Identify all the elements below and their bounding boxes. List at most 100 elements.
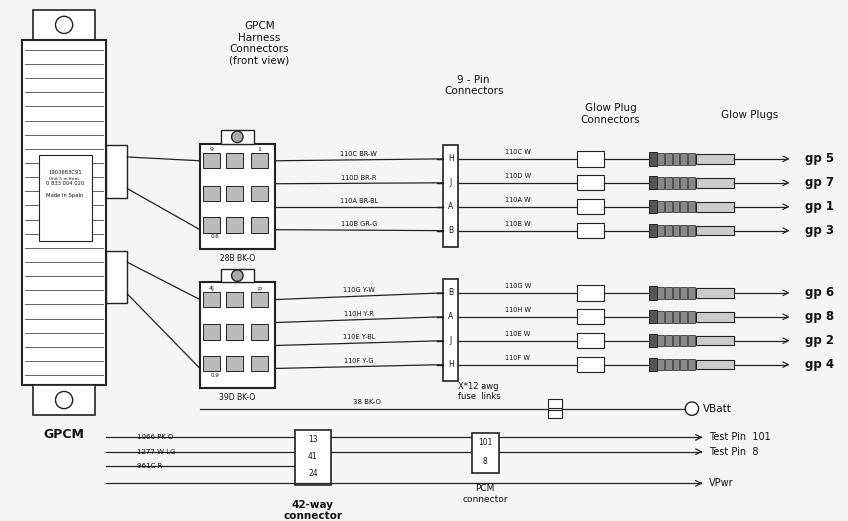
Bar	[695, 336, 734, 345]
Bar	[226, 185, 243, 201]
Bar	[33, 384, 95, 415]
Bar	[221, 269, 254, 282]
Bar	[251, 185, 268, 201]
Bar	[680, 287, 687, 299]
Bar	[672, 335, 679, 346]
Text: 4j: 4j	[209, 286, 215, 291]
Bar	[226, 356, 243, 371]
Bar	[106, 145, 127, 198]
Bar	[672, 201, 679, 213]
Text: B: B	[449, 288, 454, 297]
Bar	[688, 335, 695, 346]
Text: gp 8: gp 8	[805, 311, 834, 324]
Bar	[672, 153, 679, 165]
Bar	[649, 286, 657, 300]
Text: Test Pin  8: Test Pin 8	[709, 446, 759, 457]
Bar	[203, 292, 220, 307]
Text: 42-way
connector: 42-way connector	[283, 500, 343, 521]
Text: GPCM
Harness
Connectors
(front view): GPCM Harness Connectors (front view)	[229, 21, 289, 66]
Text: 38 BK-O: 38 BK-O	[353, 399, 381, 405]
Text: X*12 awg
fuse  links: X*12 awg fuse links	[459, 382, 501, 401]
Bar	[657, 225, 664, 237]
Text: 41: 41	[308, 452, 318, 461]
Text: H: H	[448, 154, 454, 164]
Bar	[200, 282, 275, 388]
Bar	[695, 202, 734, 212]
Bar	[577, 285, 604, 301]
Bar	[695, 312, 734, 321]
Bar	[688, 225, 695, 237]
Bar	[251, 356, 268, 371]
Text: 110A BR-BL: 110A BR-BL	[340, 198, 378, 204]
Bar	[688, 153, 695, 165]
Text: 110A W: 110A W	[505, 197, 531, 203]
Bar	[680, 177, 687, 189]
Circle shape	[55, 16, 73, 33]
Bar	[680, 153, 687, 165]
Bar	[665, 287, 672, 299]
Bar	[665, 201, 672, 213]
Bar	[39, 155, 92, 241]
Bar	[665, 311, 672, 322]
Bar	[649, 334, 657, 348]
Bar	[221, 130, 254, 144]
Bar	[657, 335, 664, 346]
Text: 101: 101	[478, 438, 493, 446]
Bar	[695, 154, 734, 164]
Text: A: A	[448, 312, 454, 321]
Text: 110D W: 110D W	[505, 173, 531, 179]
Text: 110E Y-BL: 110E Y-BL	[343, 334, 375, 340]
Bar	[657, 311, 664, 322]
Bar	[203, 356, 220, 371]
Text: 24: 24	[308, 469, 318, 478]
Bar	[649, 310, 657, 324]
Bar	[251, 292, 268, 307]
Text: 0.6: 0.6	[211, 234, 220, 239]
Bar	[251, 217, 268, 232]
Text: A: A	[448, 202, 454, 211]
Bar	[672, 225, 679, 237]
Bar	[649, 152, 657, 166]
Bar	[672, 177, 679, 189]
Text: 9 - Pin
Connectors: 9 - Pin Connectors	[444, 75, 504, 96]
Text: 1066 PK-O: 1066 PK-O	[137, 435, 173, 440]
Bar	[695, 226, 734, 235]
Bar	[680, 201, 687, 213]
Bar	[649, 176, 657, 190]
Text: Unit 5 in ltern: Unit 5 in ltern	[49, 177, 80, 181]
Text: B: B	[449, 226, 454, 235]
Bar	[549, 399, 561, 408]
Circle shape	[55, 391, 73, 408]
Bar	[695, 360, 734, 369]
Text: 110H Y-R: 110H Y-R	[344, 311, 374, 317]
Bar	[688, 201, 695, 213]
Text: gp 4: gp 4	[805, 358, 834, 371]
Text: 110E W: 110E W	[505, 331, 530, 337]
Circle shape	[232, 131, 243, 143]
Bar	[657, 287, 664, 299]
Text: 110F Y-G: 110F Y-G	[344, 358, 374, 364]
Bar	[33, 9, 95, 40]
Text: 39D BK-O: 39D BK-O	[219, 393, 255, 402]
Text: gp 1: gp 1	[805, 200, 834, 213]
Text: 110B GR-G: 110B GR-G	[341, 221, 377, 228]
Bar	[688, 311, 695, 322]
Bar	[657, 153, 664, 165]
Text: Glow Plugs: Glow Plugs	[721, 110, 778, 120]
Circle shape	[685, 402, 699, 415]
Text: p: p	[257, 286, 261, 291]
Bar	[203, 325, 220, 340]
Bar	[680, 225, 687, 237]
Text: 110F W: 110F W	[505, 355, 530, 361]
Text: 0.9: 0.9	[211, 373, 220, 378]
Bar	[665, 225, 672, 237]
Bar	[203, 185, 220, 201]
Text: 961C R: 961C R	[137, 463, 162, 469]
Bar	[657, 177, 664, 189]
Bar	[577, 357, 604, 373]
Text: J: J	[449, 336, 452, 345]
Text: 8: 8	[483, 457, 488, 466]
Text: 110H W: 110H W	[505, 307, 531, 313]
Text: 1277 W-LG: 1277 W-LG	[137, 449, 176, 455]
Bar	[226, 153, 243, 168]
